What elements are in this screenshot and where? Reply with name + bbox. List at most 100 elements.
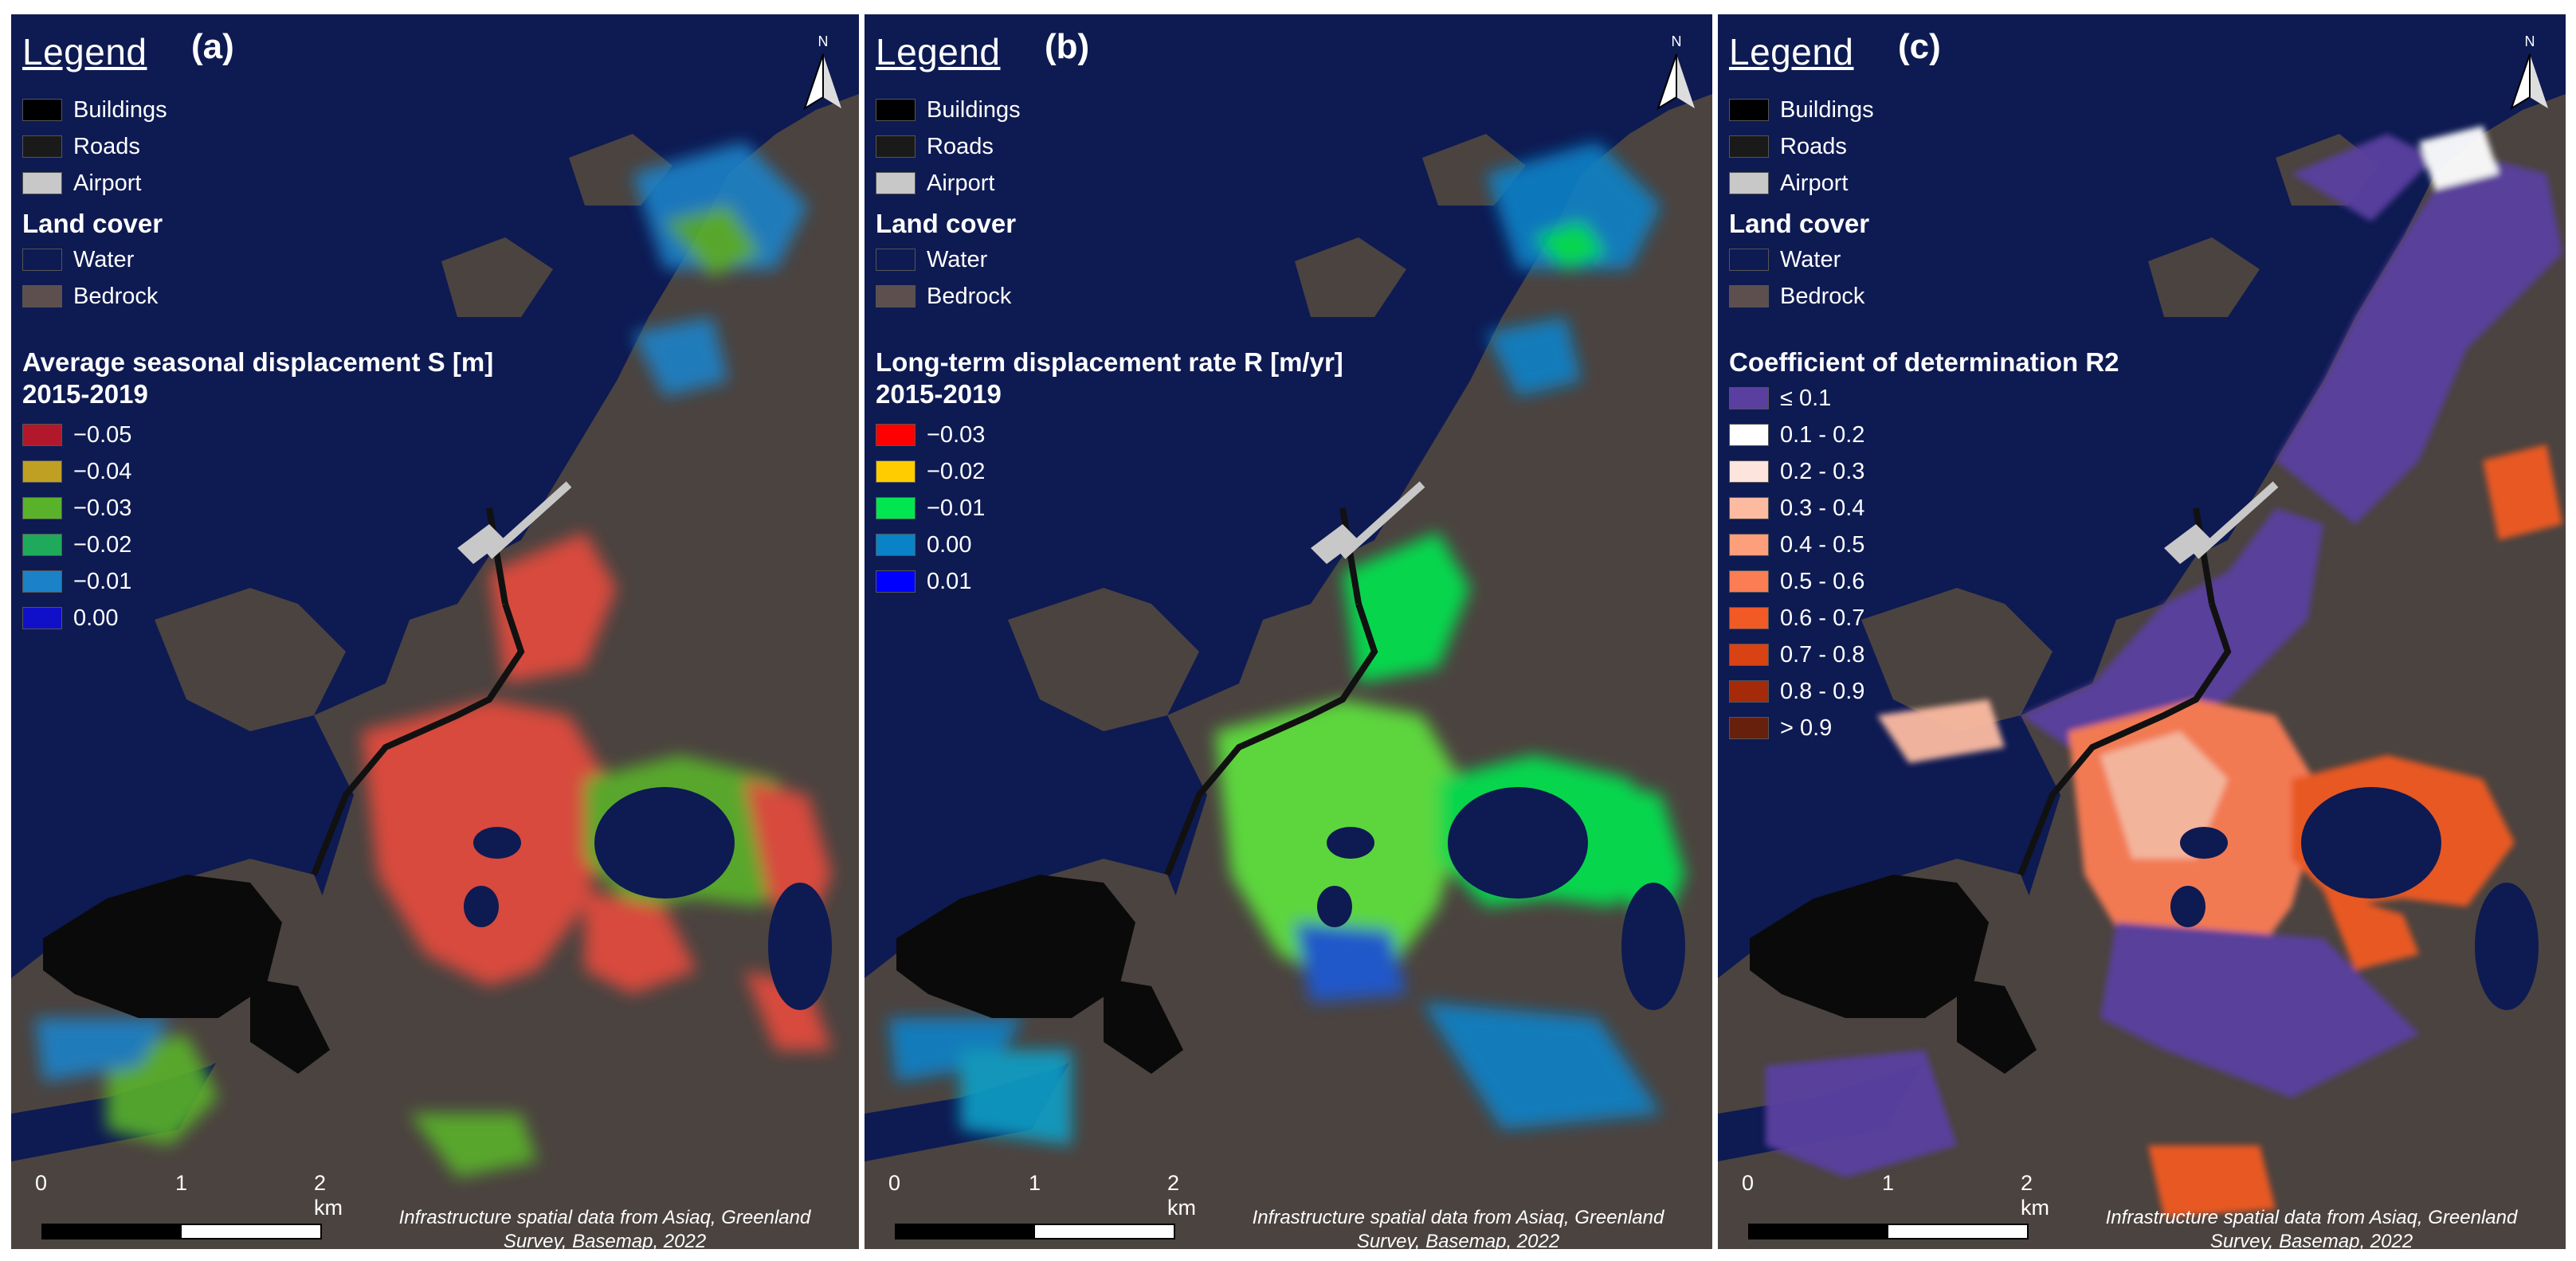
legend-class-label: −0.01 [73, 569, 132, 594]
legend-item-label: Bedrock [73, 284, 159, 309]
legend-class-label: 0.2 - 0.3 [1780, 459, 1865, 484]
legend-class-label: −0.01 [927, 495, 986, 521]
panel-label: (b) [1045, 27, 1090, 66]
swatch [1729, 285, 1769, 307]
legend-class-label: 0.4 - 0.5 [1780, 532, 1865, 558]
legend-item-label: Water [73, 247, 135, 272]
scale-bar: 0 1 2 km [1718, 1171, 2053, 1243]
scale-label-1: 1 [1882, 1171, 1895, 1195]
legend-title: Legend [22, 31, 147, 72]
legend-class-label: 0.00 [927, 532, 972, 558]
swatch [1729, 387, 1769, 409]
scale-label-0: 0 [1742, 1171, 1755, 1195]
north-arrow-icon: N [803, 33, 841, 111]
swatch [22, 424, 62, 446]
scale-label-0: 0 [35, 1171, 48, 1195]
scale-label-2: 2 km [2021, 1171, 2049, 1220]
scale-label-1: 1 [175, 1171, 188, 1195]
scale-bar: 0 1 2 km [11, 1171, 346, 1243]
variable-title: Coefficient of determination R2 [1729, 347, 2119, 377]
scale-label-2: 2 km [1167, 1171, 1196, 1220]
variable-period: 2015-2019 [22, 379, 148, 409]
variable-period: 2015-2019 [876, 379, 1002, 409]
legend-class-label: −0.03 [73, 495, 132, 521]
north-label: N [1672, 33, 1682, 49]
data-credit: Infrastructure spatial data from Asiaq, … [398, 1207, 811, 1249]
legend-item-label: Roads [1780, 134, 1847, 159]
landcover-title: Land cover [876, 209, 1017, 238]
swatch [1729, 534, 1769, 556]
swatch [22, 285, 62, 307]
scale-bar-graphic [1748, 1224, 2029, 1239]
legend-item-label: Roads [927, 134, 994, 159]
variable-title: Long-term displacement rate R [m/yr] [876, 347, 1343, 377]
swatch [1729, 424, 1769, 446]
swatch [1729, 570, 1769, 593]
map-panel-c: Legend (c) N Buildings Roads Airport Lan… [1718, 14, 2566, 1249]
swatch [1729, 249, 1769, 271]
swatch [1729, 717, 1769, 739]
panel-label: (a) [191, 27, 234, 66]
map-panel-a: Legend (a) N Buildings Roads Airport Lan… [11, 14, 859, 1249]
legend-item-label: Water [927, 247, 988, 272]
legend-class-label: −0.03 [927, 422, 986, 448]
legend-class-label: −0.02 [927, 459, 986, 484]
north-label: N [818, 33, 829, 49]
north-arrow-icon: N [2510, 33, 2548, 111]
legend-item-label: Airport [1780, 170, 1849, 196]
legend-class-label: ≤ 0.1 [1780, 386, 1832, 411]
scale-bar-graphic [895, 1224, 1175, 1239]
swatch [22, 607, 62, 629]
legend-item-label: Buildings [927, 97, 1021, 123]
legend-item-label: Buildings [1780, 97, 1874, 123]
scale-label-0: 0 [888, 1171, 901, 1195]
swatch [1729, 135, 1769, 158]
legend-title: Legend [876, 31, 1001, 72]
swatch [876, 460, 916, 483]
swatch [876, 570, 916, 593]
panel-label: (c) [1898, 27, 1941, 66]
swatch [1729, 607, 1769, 629]
legend-class-label: 0.00 [73, 605, 119, 631]
swatch [876, 534, 916, 556]
legend-class-label: > 0.9 [1780, 715, 1833, 741]
swatch [1729, 644, 1769, 666]
map-canvas [1718, 94, 2566, 1249]
legend-class-label: 0.1 - 0.2 [1780, 422, 1865, 448]
scale-bar: 0 1 2 km [865, 1171, 1199, 1243]
north-label: N [2525, 33, 2535, 49]
swatch [1729, 99, 1769, 121]
legend-item-label: Airport [927, 170, 995, 196]
legend-class-label: −0.04 [73, 459, 132, 484]
swatch [1729, 497, 1769, 519]
scale-bar-graphic [41, 1224, 322, 1239]
legend-title: Legend [1729, 31, 1854, 72]
legend-item-label: Airport [73, 170, 142, 196]
swatch [876, 135, 916, 158]
swatch [22, 497, 62, 519]
swatch [22, 135, 62, 158]
legend-class-label: 0.7 - 0.8 [1780, 642, 1865, 668]
swatch [876, 497, 916, 519]
legend-item-label: Bedrock [927, 284, 1012, 309]
swatch [876, 249, 916, 271]
legend-class-label: 0.5 - 0.6 [1780, 569, 1865, 594]
swatch [22, 249, 62, 271]
swatch [22, 534, 62, 556]
legend-class-label: 0.6 - 0.7 [1780, 605, 1865, 631]
legend-item-label: Bedrock [1780, 284, 1865, 309]
legend-item-label: Buildings [73, 97, 167, 123]
scale-label-1: 1 [1029, 1171, 1041, 1195]
swatch [876, 285, 916, 307]
map-panel-b: Legend (b) N Buildings Roads Airport Lan… [865, 14, 1712, 1249]
legend-class-label: −0.05 [73, 422, 132, 448]
data-credit: Infrastructure spatial data from Asiaq, … [1252, 1207, 1664, 1249]
north-arrow-icon: N [1657, 33, 1695, 111]
legend-class-label: 0.3 - 0.4 [1780, 495, 1865, 521]
swatch [1729, 460, 1769, 483]
swatch [22, 99, 62, 121]
legend-item-label: Water [1780, 247, 1841, 272]
variable-title: Average seasonal displacement S [m] [22, 347, 494, 377]
legend-class-label: 0.01 [927, 569, 972, 594]
legend-class-label: 0.8 - 0.9 [1780, 679, 1865, 704]
